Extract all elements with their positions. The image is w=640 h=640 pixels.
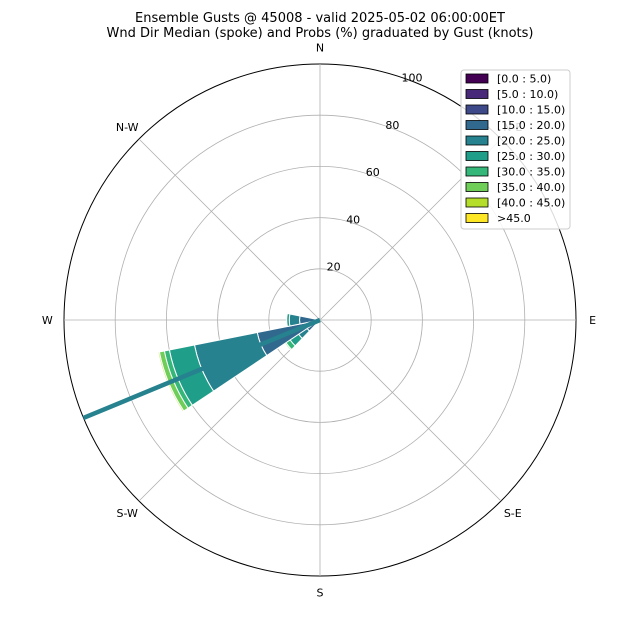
gust-legend: [0.0 : 5.0) [5.0 : 10.0) [10.0 : 15.0) [15.… <box>460 69 571 230</box>
angular-gridline-s-e <box>319 319 502 502</box>
legend-swatch-5 <box>465 151 489 161</box>
legend-label-2: [10.0 : 15.0) <box>497 104 565 117</box>
chart-title-line-1: Ensemble Gusts @ 45008 - valid 2025-05-0… <box>135 11 505 26</box>
chart-title-line-2: Wnd Dir Median (spoke) and Probs (%) gra… <box>106 26 534 41</box>
compass-label-w: W <box>42 314 53 327</box>
wedge-segment-dir270-bin5 <box>286 312 291 328</box>
median-direction-spoke <box>82 317 321 421</box>
median-spoke-line <box>82 317 321 421</box>
legend-label-6: [30.0 : 35.0) <box>497 166 565 179</box>
legend-label-8: [40.0 : 45.0) <box>497 197 565 210</box>
polar-grid <box>63 63 577 577</box>
legend-label-4: [20.0 : 25.0) <box>497 135 565 148</box>
radial-tick-label-100: 100 <box>401 71 422 84</box>
angular-gridline-n-w <box>138 138 321 321</box>
compass-label-s-w: S-W <box>117 507 139 520</box>
wedge-segment-dir247.5-bin8 <box>157 351 185 413</box>
legend-label-5: [25.0 : 30.0) <box>497 150 565 163</box>
legend-label-7: [35.0 : 40.0) <box>497 181 565 194</box>
radial-tick-label-20: 20 <box>327 261 341 274</box>
legend-swatch-9 <box>465 213 489 223</box>
compass-label-s: S <box>317 587 324 600</box>
legend-label-3: [15.0 : 20.0) <box>497 119 565 132</box>
radial-tick-label-60: 60 <box>366 166 380 179</box>
radial-tick-label-40: 40 <box>346 213 360 226</box>
legend-swatch-4 <box>465 135 489 146</box>
legend-label-0: [0.0 : 5.0) <box>497 73 551 86</box>
legend-swatch-7 <box>465 182 489 192</box>
legend-label-1: [5.0 : 10.0) <box>497 88 558 101</box>
radial-tick-label-80: 80 <box>385 119 399 132</box>
compass-label-e: E <box>589 314 596 327</box>
compass-label-s-e: S-E <box>504 507 522 520</box>
compass-label-n-w: N-W <box>116 121 139 134</box>
legend-label-9: >45.0 <box>497 212 531 225</box>
legend-swatch-0 <box>465 73 489 84</box>
legend-swatch-3 <box>465 120 489 130</box>
legend-swatch-2 <box>465 104 489 115</box>
legend-swatch-1 <box>465 89 489 99</box>
legend-swatch-6 <box>465 166 489 177</box>
legend-swatch-8 <box>465 197 489 208</box>
compass-label-n: N <box>316 41 324 54</box>
wedge-segment-dir270-bin4 <box>288 313 301 327</box>
